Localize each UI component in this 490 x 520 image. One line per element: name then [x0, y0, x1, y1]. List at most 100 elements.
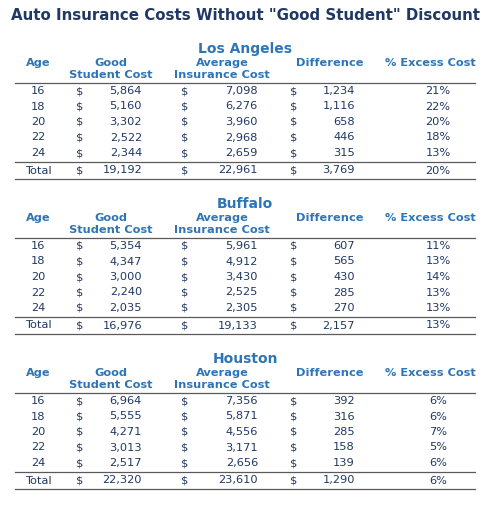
- Text: $: $: [290, 101, 298, 111]
- Text: $: $: [76, 101, 84, 111]
- Text: 7%: 7%: [429, 427, 447, 437]
- Text: $: $: [76, 475, 84, 486]
- Text: 4,556: 4,556: [225, 427, 258, 437]
- Text: $: $: [76, 148, 84, 158]
- Text: Good
Student Cost: Good Student Cost: [69, 368, 153, 391]
- Text: Good
Student Cost: Good Student Cost: [69, 213, 153, 236]
- Text: 2,659: 2,659: [225, 148, 258, 158]
- Text: $: $: [181, 272, 189, 282]
- Text: 16: 16: [31, 396, 45, 406]
- Text: 4,271: 4,271: [110, 427, 142, 437]
- Text: $: $: [76, 86, 84, 96]
- Text: $: $: [181, 443, 189, 452]
- Text: 3,960: 3,960: [225, 117, 258, 127]
- Text: $: $: [181, 411, 189, 422]
- Text: 22,320: 22,320: [102, 475, 142, 486]
- Text: $: $: [76, 303, 84, 313]
- Text: 2,525: 2,525: [225, 288, 258, 297]
- Text: 18: 18: [31, 101, 45, 111]
- Text: $: $: [181, 303, 189, 313]
- Text: 315: 315: [333, 148, 355, 158]
- Text: 13%: 13%: [425, 148, 451, 158]
- Text: $: $: [76, 411, 84, 422]
- Text: 316: 316: [333, 411, 355, 422]
- Text: 22%: 22%: [425, 101, 450, 111]
- Text: $: $: [181, 320, 189, 331]
- Text: Average
Insurance Cost: Average Insurance Cost: [174, 58, 270, 81]
- Text: 2,522: 2,522: [110, 133, 142, 142]
- Text: 19,133: 19,133: [218, 320, 258, 331]
- Text: 5,160: 5,160: [109, 101, 142, 111]
- Text: Age: Age: [25, 213, 50, 223]
- Text: 14%: 14%: [425, 272, 451, 282]
- Text: 2,305: 2,305: [225, 303, 258, 313]
- Text: Difference: Difference: [296, 58, 364, 68]
- Text: 5,555: 5,555: [109, 411, 142, 422]
- Text: 5,961: 5,961: [225, 241, 258, 251]
- Text: $: $: [290, 117, 298, 127]
- Text: 2,344: 2,344: [110, 148, 142, 158]
- Text: 270: 270: [333, 303, 355, 313]
- Text: 19,192: 19,192: [102, 165, 142, 175]
- Text: 11%: 11%: [425, 241, 451, 251]
- Text: Difference: Difference: [296, 368, 364, 378]
- Text: 5%: 5%: [429, 443, 447, 452]
- Text: 3,769: 3,769: [322, 165, 355, 175]
- Text: Average
Insurance Cost: Average Insurance Cost: [174, 368, 270, 391]
- Text: 21%: 21%: [425, 86, 451, 96]
- Text: Age: Age: [25, 368, 50, 378]
- Text: $: $: [76, 241, 84, 251]
- Text: % Excess Cost: % Excess Cost: [385, 368, 475, 378]
- Text: $: $: [181, 256, 189, 266]
- Text: 285: 285: [333, 288, 355, 297]
- Text: $: $: [76, 256, 84, 266]
- Text: 6,964: 6,964: [110, 396, 142, 406]
- Text: 20%: 20%: [425, 117, 451, 127]
- Text: $: $: [181, 427, 189, 437]
- Text: $: $: [181, 288, 189, 297]
- Text: $: $: [290, 148, 298, 158]
- Text: 3,430: 3,430: [225, 272, 258, 282]
- Text: 22: 22: [31, 443, 45, 452]
- Text: 20: 20: [31, 272, 45, 282]
- Text: 658: 658: [333, 117, 355, 127]
- Text: 1,234: 1,234: [322, 86, 355, 96]
- Text: 3,000: 3,000: [109, 272, 142, 282]
- Text: $: $: [181, 396, 189, 406]
- Text: % Excess Cost: % Excess Cost: [385, 213, 475, 223]
- Text: 6%: 6%: [429, 475, 447, 486]
- Text: 22: 22: [31, 288, 45, 297]
- Text: 20%: 20%: [425, 165, 451, 175]
- Text: 5,354: 5,354: [109, 241, 142, 251]
- Text: Good
Student Cost: Good Student Cost: [69, 58, 153, 81]
- Text: $: $: [290, 86, 298, 96]
- Text: 24: 24: [31, 303, 45, 313]
- Text: 3,302: 3,302: [109, 117, 142, 127]
- Text: 22,961: 22,961: [219, 165, 258, 175]
- Text: 2,035: 2,035: [109, 303, 142, 313]
- Text: 607: 607: [333, 241, 355, 251]
- Text: Total: Total: [24, 320, 51, 331]
- Text: Total: Total: [24, 165, 51, 175]
- Text: $: $: [76, 165, 84, 175]
- Text: 16: 16: [31, 241, 45, 251]
- Text: 16,976: 16,976: [102, 320, 142, 331]
- Text: 3,171: 3,171: [225, 443, 258, 452]
- Text: $: $: [290, 427, 298, 437]
- Text: 139: 139: [333, 458, 355, 468]
- Text: Los Angeles: Los Angeles: [198, 42, 292, 56]
- Text: 13%: 13%: [425, 256, 451, 266]
- Text: 3,013: 3,013: [109, 443, 142, 452]
- Text: $: $: [76, 396, 84, 406]
- Text: $: $: [76, 320, 84, 331]
- Text: 5,871: 5,871: [225, 411, 258, 422]
- Text: 20: 20: [31, 427, 45, 437]
- Text: Auto Insurance Costs Without "Good Student" Discount: Auto Insurance Costs Without "Good Stude…: [10, 8, 480, 23]
- Text: Average
Insurance Cost: Average Insurance Cost: [174, 213, 270, 236]
- Text: $: $: [76, 133, 84, 142]
- Text: 18%: 18%: [425, 133, 451, 142]
- Text: $: $: [290, 320, 298, 331]
- Text: 2,656: 2,656: [226, 458, 258, 468]
- Text: 13%: 13%: [425, 288, 451, 297]
- Text: 4,912: 4,912: [225, 256, 258, 266]
